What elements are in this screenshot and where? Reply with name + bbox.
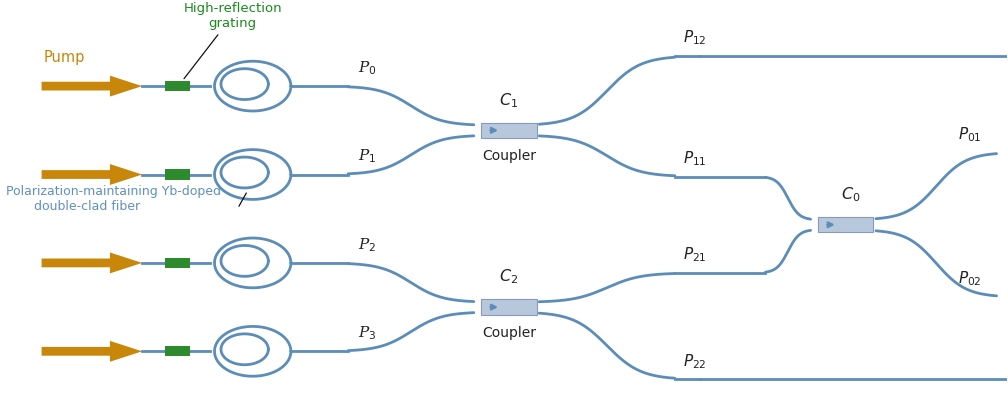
Text: Coupler: Coupler xyxy=(482,149,536,163)
Text: Pump: Pump xyxy=(43,50,85,65)
Text: $P_{11}$: $P_{11}$ xyxy=(683,149,707,168)
Text: $P_{02}$: $P_{02}$ xyxy=(958,270,982,288)
Polygon shape xyxy=(41,341,142,362)
Text: $C_0$: $C_0$ xyxy=(841,185,861,204)
Polygon shape xyxy=(41,75,142,97)
Text: P$_1$: P$_1$ xyxy=(358,148,377,165)
Bar xyxy=(482,123,536,138)
Bar xyxy=(818,217,873,232)
Polygon shape xyxy=(41,252,142,274)
Text: P$_2$: P$_2$ xyxy=(358,236,377,254)
Bar xyxy=(482,299,536,315)
Polygon shape xyxy=(41,164,142,185)
Bar xyxy=(164,169,190,180)
Text: $P_{12}$: $P_{12}$ xyxy=(683,28,707,47)
Text: $P_{21}$: $P_{21}$ xyxy=(683,246,707,264)
Text: P$_0$: P$_0$ xyxy=(358,59,377,77)
Text: P$_3$: P$_3$ xyxy=(358,324,377,342)
Text: $C_2$: $C_2$ xyxy=(499,268,518,286)
Bar xyxy=(164,346,190,357)
Bar xyxy=(164,81,190,91)
Text: $C_1$: $C_1$ xyxy=(499,91,518,110)
Text: Coupler: Coupler xyxy=(482,326,536,340)
Text: $P_{01}$: $P_{01}$ xyxy=(958,125,982,144)
Text: High-reflection
grating: High-reflection grating xyxy=(183,2,282,79)
Bar xyxy=(164,258,190,268)
Text: Polarization-maintaining Yb-doped
       double-clad fiber: Polarization-maintaining Yb-doped double… xyxy=(6,185,222,213)
Text: $P_{22}$: $P_{22}$ xyxy=(683,352,707,371)
